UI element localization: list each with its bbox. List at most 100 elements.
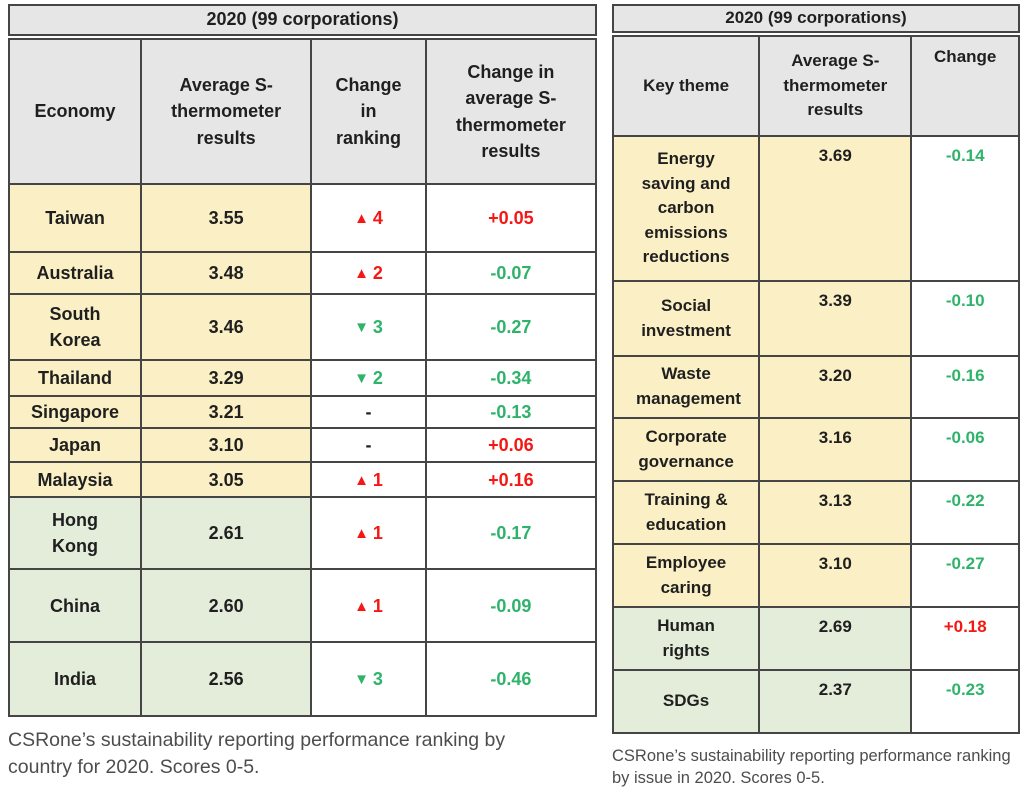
rank-change-value: 3 <box>372 669 383 690</box>
score-change-cell: -0.14 <box>910 135 1020 282</box>
score-change-cell: -0.07 <box>424 251 598 295</box>
up-arrow-icon: ▲ <box>354 471 369 489</box>
table-row: Hong Kong 2.61 ▲ 1 -0.17 <box>7 496 598 571</box>
theme-table-header-row: Key theme Average S-thermometer results … <box>611 35 1020 137</box>
economy-cell: South Korea <box>7 293 143 361</box>
avg-score-cell: 3.29 <box>140 359 313 397</box>
rank-change-cell: ▲ 4 <box>310 183 427 253</box>
avg-score-cell: 3.10 <box>758 543 913 608</box>
avg-score-cell: 3.21 <box>140 394 313 430</box>
table-row: Training & education 3.13 -0.22 <box>611 480 1020 545</box>
table-row: Energy saving and carbon emissions reduc… <box>611 135 1020 282</box>
col-header-change: Change <box>910 35 1020 137</box>
rank-change-value: 1 <box>372 523 383 544</box>
score-change-cell: -0.22 <box>910 480 1020 545</box>
score-change-cell: -0.13 <box>424 394 598 430</box>
no-change-dash: - <box>365 435 372 456</box>
up-arrow-icon: ▲ <box>354 597 369 615</box>
table-row: South Korea 3.46 ▼ 3 -0.27 <box>7 293 598 361</box>
no-change-dash: - <box>365 402 372 422</box>
rank-change-cell: ▼ 3 <box>310 293 427 361</box>
economy-cell: Australia <box>7 251 143 295</box>
theme-table-caption: CSRone’s sustainability reporting perfor… <box>612 747 1011 788</box>
avg-score-cell: 3.13 <box>758 480 913 545</box>
rank-change-value: 2 <box>372 367 383 388</box>
table-row: Singapore 3.21 - -0.13 <box>7 394 598 430</box>
score-change-cell: -0.06 <box>910 417 1020 482</box>
table-row: Social investment 3.39 -0.10 <box>611 280 1020 357</box>
score-change-cell: -0.10 <box>910 280 1020 357</box>
rank-change-value: 3 <box>372 316 383 337</box>
score-change-cell: +0.18 <box>910 606 1020 671</box>
key-theme-cell: Human rights <box>611 606 761 671</box>
rank-change-cell: ▼ 3 <box>310 641 427 718</box>
economy-cell: Malaysia <box>7 461 143 499</box>
table-row: Waste management 3.20 -0.16 <box>611 355 1020 419</box>
key-theme-cell: Waste management <box>611 355 761 419</box>
rank-change-cell: ▼ 2 <box>310 359 427 397</box>
score-change-cell: -0.23 <box>910 669 1020 734</box>
down-arrow-icon: ▼ <box>354 318 369 336</box>
country-ranking-panel: 2020 (99 corporations) Economy Average S… <box>7 4 598 782</box>
economy-cell: Hong Kong <box>7 496 143 571</box>
avg-score-cell: 3.16 <box>758 417 913 482</box>
score-change-cell: -0.27 <box>910 543 1020 608</box>
economy-cell: Japan <box>7 427 143 464</box>
key-theme-cell: Corporate governance <box>611 417 761 482</box>
col-header-change-in-avg: Change in average S-thermometer results <box>424 38 598 185</box>
avg-score-cell: 2.60 <box>140 568 313 644</box>
key-theme-cell: Employee caring <box>611 543 761 608</box>
rank-change-cell: ▲ 2 <box>310 251 427 295</box>
table-row: Malaysia 3.05 ▲ 1 +0.16 <box>7 461 598 499</box>
country-table-caption: CSRone’s sustainability reporting perfor… <box>8 729 506 779</box>
score-change-cell: -0.16 <box>910 355 1020 419</box>
table-row: Human rights 2.69 +0.18 <box>611 606 1020 671</box>
key-theme-cell: Training & education <box>611 480 761 545</box>
col-header-avg-s-thermometer: Average S-thermometer results <box>758 35 913 137</box>
score-change-cell: -0.09 <box>424 568 598 644</box>
theme-ranking-panel: 2020 (99 corporations) Key theme Average… <box>611 4 1020 790</box>
score-change-cell: -0.17 <box>424 496 598 571</box>
up-arrow-icon: ▲ <box>354 525 369 543</box>
theme-ranking-table: Key theme Average S-thermometer results … <box>611 35 1020 734</box>
up-arrow-icon: ▲ <box>354 209 369 227</box>
table-row: China 2.60 ▲ 1 -0.09 <box>7 568 598 644</box>
theme-table-title: 2020 (99 corporations) <box>612 4 1020 33</box>
rank-change-cell: - <box>310 394 427 430</box>
down-arrow-icon: ▼ <box>354 671 369 689</box>
col-header-change-in-ranking: Change in ranking <box>310 38 427 185</box>
avg-score-cell: 3.46 <box>140 293 313 361</box>
up-arrow-icon: ▲ <box>354 264 369 282</box>
score-change-cell: +0.06 <box>424 427 598 464</box>
country-table-title: 2020 (99 corporations) <box>8 4 597 36</box>
avg-score-cell: 2.61 <box>140 496 313 571</box>
table-row: Corporate governance 3.16 -0.06 <box>611 417 1020 482</box>
down-arrow-icon: ▼ <box>354 369 369 387</box>
economy-cell: Singapore <box>7 394 143 430</box>
rank-change-value: 1 <box>372 469 383 490</box>
table-row: Thailand 3.29 ▼ 2 -0.34 <box>7 359 598 397</box>
key-theme-cell: Social investment <box>611 280 761 357</box>
table-row: India 2.56 ▼ 3 -0.46 <box>7 641 598 718</box>
key-theme-cell: Energy saving and carbon emissions reduc… <box>611 135 761 282</box>
score-change-cell: +0.16 <box>424 461 598 499</box>
score-change-cell: -0.27 <box>424 293 598 361</box>
rank-change-value: 1 <box>372 595 383 616</box>
score-change-cell: -0.34 <box>424 359 598 397</box>
rank-change-cell: ▲ 1 <box>310 568 427 644</box>
col-header-key-theme: Key theme <box>611 35 761 137</box>
rank-change-cell: ▲ 1 <box>310 461 427 499</box>
rank-change-cell: - <box>310 427 427 464</box>
key-theme-cell: SDGs <box>611 669 761 734</box>
avg-score-cell: 3.69 <box>758 135 913 282</box>
avg-score-cell: 3.39 <box>758 280 913 357</box>
table-row: SDGs 2.37 -0.23 <box>611 669 1020 734</box>
rank-change-value: 4 <box>372 207 383 228</box>
economy-cell: Taiwan <box>7 183 143 253</box>
score-change-cell: -0.46 <box>424 641 598 718</box>
avg-score-cell: 3.05 <box>140 461 313 499</box>
economy-cell: Thailand <box>7 359 143 397</box>
avg-score-cell: 3.20 <box>758 355 913 419</box>
country-ranking-table: Economy Average S-thermometer results Ch… <box>7 38 598 718</box>
col-header-economy: Economy <box>7 38 143 185</box>
